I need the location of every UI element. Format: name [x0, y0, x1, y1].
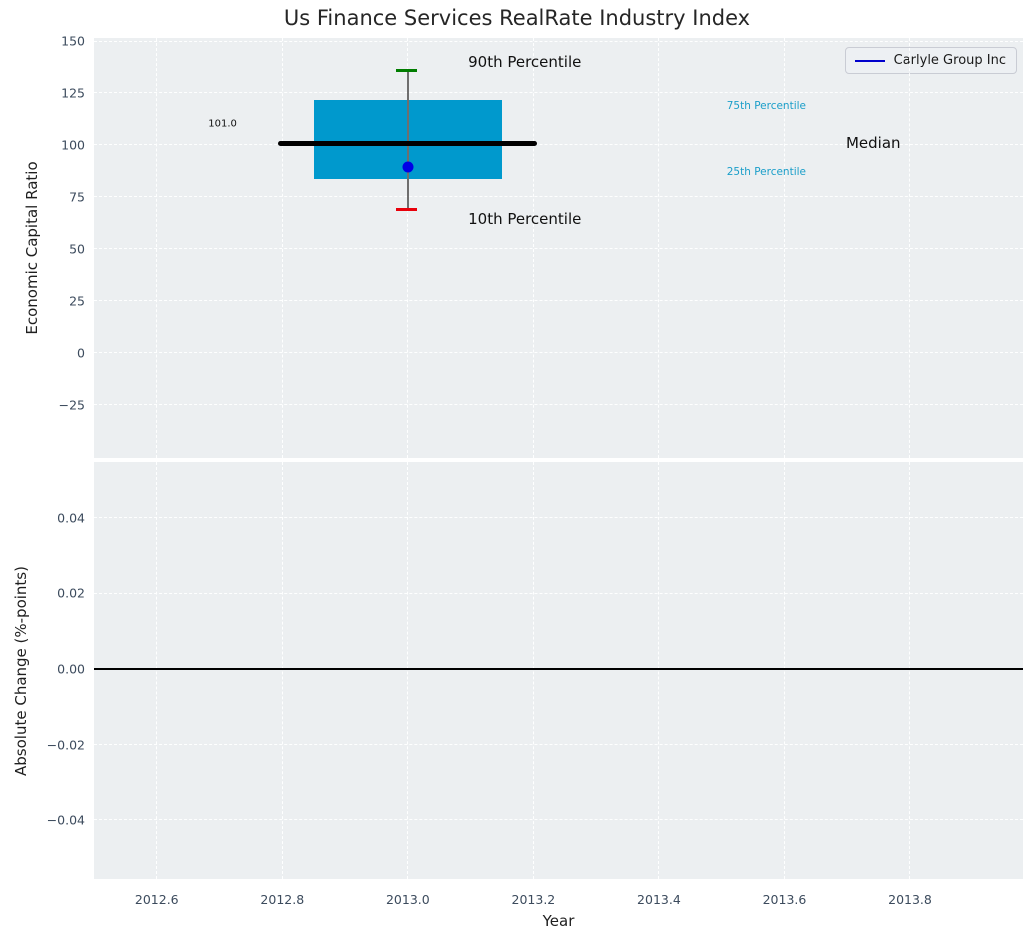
zero-line: [94, 668, 1023, 670]
y-tick-label-top: 50: [69, 241, 85, 257]
x-tick-label: 2013.2: [511, 892, 556, 907]
gridline-vertical: [532, 38, 534, 458]
gridline-horizontal: [94, 404, 1023, 406]
y-tick-label-top: −25: [58, 397, 85, 413]
top-axes: Carlyle Group Inc 90th Percentile 10th Pe…: [94, 38, 1023, 458]
gridline-horizontal: [94, 517, 1023, 519]
p10-cap: [396, 207, 418, 212]
gridline-vertical: [783, 462, 785, 879]
x-axis-label: Year: [542, 912, 575, 930]
bottom-y-axis-label: Absolute Change (%-points): [12, 565, 30, 776]
gridline-horizontal: [94, 819, 1023, 821]
gridline-horizontal: [94, 352, 1023, 354]
y-tick-label-bottom: 0.00: [57, 661, 85, 677]
p90-cap: [396, 68, 418, 72]
gridline-vertical: [532, 462, 534, 879]
annotation-25th-percentile: 25th Percentile: [726, 166, 806, 179]
gridline-vertical: [281, 462, 283, 879]
gridline-vertical: [407, 462, 409, 879]
gridline-vertical: [156, 38, 158, 458]
gridline-horizontal: [94, 743, 1023, 745]
company-dot: [402, 161, 414, 173]
median-line: [277, 140, 537, 146]
x-tick-label: 2013.4: [637, 892, 681, 907]
y-tick-label-top: 150: [61, 33, 85, 49]
gridline-horizontal: [94, 40, 1023, 42]
annotation-75th-percentile: 75th Percentile: [726, 99, 806, 112]
gridline-vertical: [783, 38, 785, 458]
gridline-vertical: [281, 38, 283, 458]
annotation-median: Median: [845, 134, 901, 152]
gridline-vertical: [407, 38, 409, 458]
y-tick-label-top: 75: [69, 189, 85, 205]
x-tick-label: 2013.0: [385, 892, 430, 907]
x-tick-label: 2012.8: [260, 892, 305, 907]
annotation-10th-percentile: 10th Percentile: [468, 209, 582, 228]
gridline-horizontal: [94, 92, 1023, 94]
y-tick-label-top: 125: [61, 85, 85, 101]
x-tick-label: 2013.6: [762, 892, 807, 907]
gridline-vertical: [909, 38, 911, 458]
gridline-horizontal: [94, 248, 1023, 250]
y-tick-label-bottom: 0.04: [57, 510, 85, 526]
x-tick-label: 2012.6: [134, 892, 179, 907]
gridline-vertical: [156, 462, 158, 879]
gridline-vertical: [658, 38, 660, 458]
y-tick-label-top: 100: [61, 137, 85, 153]
gridline-horizontal: [94, 592, 1023, 594]
annotation-90th-percentile: 90th Percentile: [468, 52, 582, 71]
bottom-axes: [94, 462, 1023, 879]
gridline-vertical: [909, 462, 911, 879]
y-tick-label-bottom: −0.02: [46, 737, 85, 753]
x-tick-label: 2013.8: [888, 892, 932, 907]
whisker-line: [407, 70, 409, 210]
gridline-horizontal: [94, 144, 1023, 146]
chart-title: Us Finance Services RealRate Industry In…: [283, 6, 751, 30]
legend: Carlyle Group Inc: [844, 47, 1017, 74]
y-tick-label-bottom: 0.02: [57, 585, 85, 601]
gridline-horizontal: [94, 196, 1023, 198]
y-tick-label-bottom: −0.04: [46, 812, 85, 828]
top-y-axis-label: Economic Capital Ratio: [23, 161, 41, 335]
gridline-vertical: [658, 462, 660, 879]
y-tick-label-top: 0: [77, 345, 85, 361]
gridline-horizontal: [94, 300, 1023, 302]
legend-line-sample: [854, 59, 885, 62]
legend-label: Carlyle Group Inc: [893, 53, 1006, 68]
annotation-median-value: 101.0: [208, 118, 237, 130]
y-tick-label-top: 25: [69, 293, 85, 309]
